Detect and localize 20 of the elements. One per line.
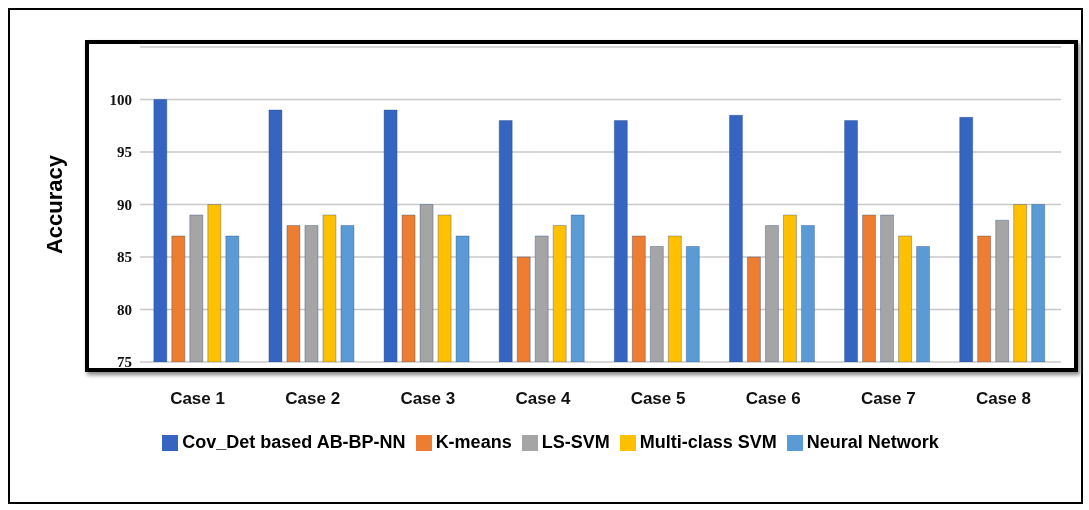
x-tick-label: Case 6 xyxy=(745,389,801,409)
x-tick-label: Case 4 xyxy=(515,389,571,409)
x-tick-label: Case 1 xyxy=(170,389,225,409)
y-tick-label: 100 xyxy=(109,91,132,108)
legend-label: Neural Network xyxy=(806,432,939,452)
x-tick-label: Case 5 xyxy=(630,389,686,409)
y-tick-label: 85 xyxy=(117,249,132,266)
x-tick-label: Case 8 xyxy=(976,389,1031,409)
y-tick-label: 75 xyxy=(117,354,132,371)
legend-label: Multi-class SVM xyxy=(639,432,777,452)
x-tick-label: Case 7 xyxy=(860,389,916,409)
legend-label: K-means xyxy=(435,432,512,452)
x-tick-label: Case 2 xyxy=(285,389,341,409)
legend-label: Cov_Det based AB-BP-NN xyxy=(182,432,406,452)
y-tick-label: 80 xyxy=(117,301,132,318)
legend-label: LS-SVM xyxy=(541,432,610,452)
y-tick-label: 90 xyxy=(117,196,132,213)
y-axis-title: Accuracy xyxy=(41,154,67,255)
y-tick-label: 95 xyxy=(117,144,132,161)
x-tick-label: Case 3 xyxy=(400,389,456,409)
